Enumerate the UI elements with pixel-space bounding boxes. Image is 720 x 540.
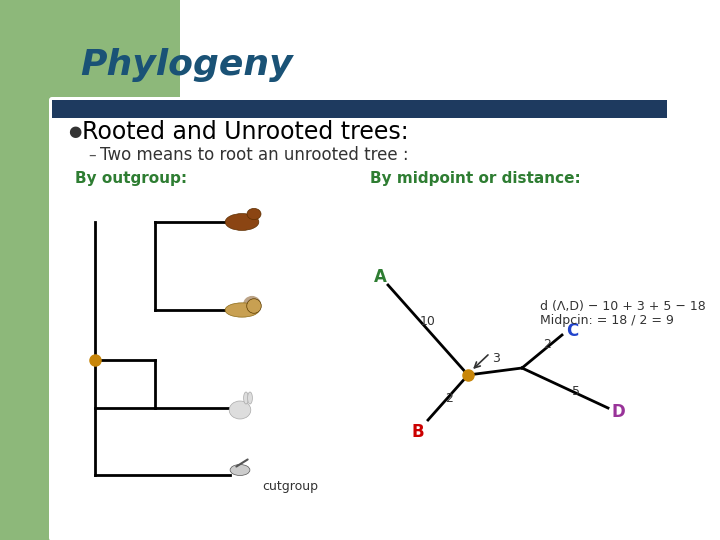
Ellipse shape	[225, 303, 259, 317]
Text: 3: 3	[492, 352, 500, 365]
Ellipse shape	[243, 392, 248, 404]
Text: 2: 2	[543, 338, 551, 351]
Bar	[52, 0, 182, 105]
Text: ●: ●	[68, 125, 81, 139]
Text: By midpoint or distance:: By midpoint or distance:	[370, 171, 581, 186]
Ellipse shape	[230, 464, 250, 476]
Text: Midpcin: = 18 / 2 = 9: Midpcin: = 18 / 2 = 9	[540, 314, 674, 327]
Text: 10: 10	[420, 315, 436, 328]
Circle shape	[243, 296, 261, 314]
Bar	[180, 0, 720, 105]
Ellipse shape	[248, 392, 253, 404]
Text: Two means to root an unrooted tree :: Two means to root an unrooted tree :	[100, 146, 409, 164]
Text: d (Λ,D) − 10 + 3 + 5 − 18: d (Λ,D) − 10 + 3 + 5 − 18	[540, 300, 706, 313]
Text: D: D	[611, 403, 625, 421]
FancyBboxPatch shape	[49, 97, 720, 540]
Text: –: –	[88, 147, 96, 163]
Text: B: B	[412, 423, 424, 441]
Text: C: C	[566, 322, 578, 340]
Bar	[0, 0, 52, 540]
Text: Phylogeny: Phylogeny	[80, 48, 292, 82]
Ellipse shape	[225, 214, 258, 231]
Text: Rooted and Unrooted trees:: Rooted and Unrooted trees:	[82, 120, 409, 144]
Text: By outgroup:: By outgroup:	[75, 171, 187, 186]
FancyArrowPatch shape	[236, 460, 248, 467]
Ellipse shape	[247, 208, 261, 220]
Text: cutgroup: cutgroup	[262, 480, 318, 493]
Ellipse shape	[229, 401, 251, 419]
Text: 5: 5	[572, 385, 580, 398]
Text: A: A	[374, 268, 387, 286]
Text: 2: 2	[445, 392, 453, 405]
Circle shape	[247, 299, 261, 313]
Bar	[52, 100, 667, 118]
